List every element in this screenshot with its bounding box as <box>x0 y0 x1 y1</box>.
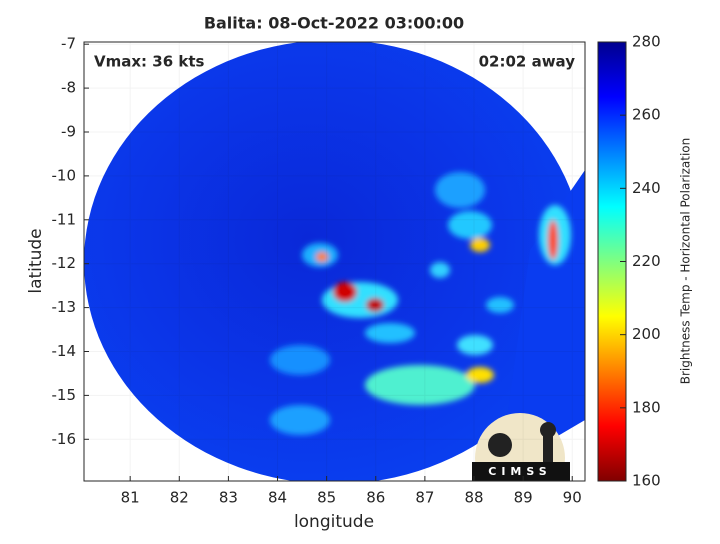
x-tick-label: 85 <box>317 489 336 507</box>
colorbar-label: Brightness Temp - Horizontal Polarizatio… <box>679 138 693 385</box>
x-tick-label: 89 <box>514 489 533 507</box>
annotation: Vmax: 36 kts <box>94 53 204 71</box>
colorbar-tick-label: 200 <box>632 325 661 343</box>
x-tick-label: 87 <box>415 489 434 507</box>
x-tick-label: 84 <box>268 489 287 507</box>
y-tick-label: -8 <box>61 79 76 97</box>
colorbar-tick-label: 180 <box>632 398 661 416</box>
colorbar-tick-label: 260 <box>632 106 661 124</box>
annotation: 02:02 away <box>479 53 576 71</box>
y-tick-label: -9 <box>61 122 76 140</box>
chart-title: Balita: 08-Oct-2022 03:00:00 <box>204 14 464 33</box>
y-tick-label: -7 <box>61 35 76 53</box>
x-tick-label: 88 <box>464 489 483 507</box>
y-tick-label: -12 <box>52 254 77 272</box>
x-tick-label: 90 <box>563 489 582 507</box>
y-tick-label: -13 <box>52 298 77 316</box>
swath-image: CIMSS <box>84 42 585 481</box>
colorbar-tick-label: 220 <box>632 252 661 270</box>
logo-text: CIMSS <box>488 465 551 478</box>
y-tick-label: -10 <box>52 166 77 184</box>
x-tick-label: 81 <box>121 489 140 507</box>
x-axis-label: longitude <box>294 512 374 532</box>
y-tick-label: -11 <box>52 210 77 228</box>
colorbar-tick-label: 280 <box>632 33 661 51</box>
colorbar-tick-label: 160 <box>632 472 661 490</box>
y-tick-label: -16 <box>52 430 77 448</box>
colorbar-tick-label: 240 <box>632 179 661 197</box>
y-tick-label: -14 <box>52 342 77 360</box>
logo: CIMSS <box>472 413 570 481</box>
x-tick-label: 82 <box>170 489 189 507</box>
plot-frame <box>83 41 586 482</box>
y-tick-label: -15 <box>52 386 77 404</box>
x-tick-label: 86 <box>366 489 385 507</box>
x-tick-label: 83 <box>219 489 238 507</box>
y-axis-label: latitude <box>26 228 46 293</box>
